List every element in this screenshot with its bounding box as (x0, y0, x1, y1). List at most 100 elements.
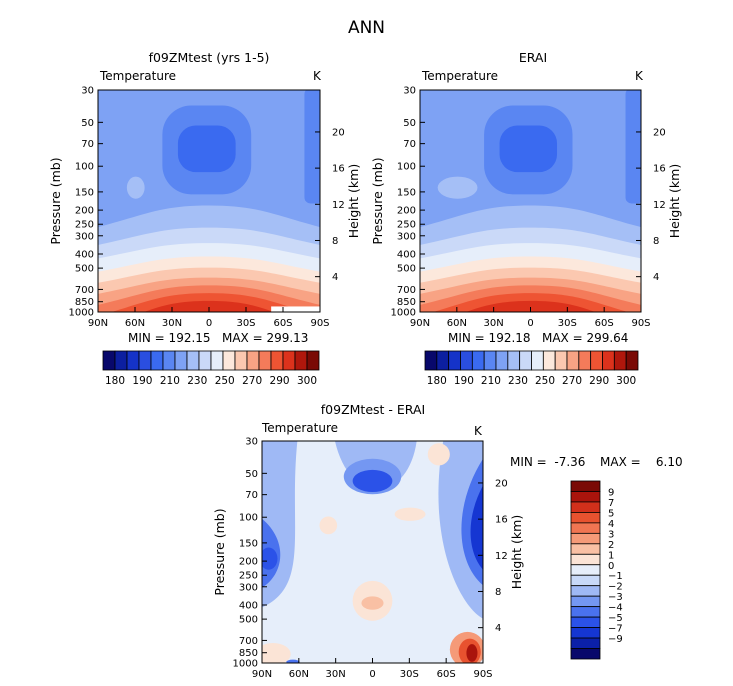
y-tick-label: 150 (75, 187, 94, 198)
y-tick-label: 250 (75, 220, 94, 231)
contour-level (262, 643, 291, 663)
y-tick-label: 70 (81, 139, 94, 150)
panel-1-contours (98, 90, 320, 312)
y-tick-label: 500 (397, 264, 416, 275)
x-tick-label: 90N (252, 669, 272, 680)
panel-3-plot (261, 440, 484, 664)
colorbar-box (210, 350, 224, 371)
missing-data-region (271, 306, 320, 312)
colorbar-box (460, 350, 473, 371)
panel-2-colorbar: 180 190 210 230 250 270 290 300 (424, 350, 639, 387)
colorbar-box (613, 350, 627, 371)
colorbar-box (436, 350, 450, 371)
panel-3-contours (262, 441, 483, 663)
contour-level (286, 659, 300, 663)
colorbar-box (198, 350, 212, 371)
y-tick-label: 100 (239, 513, 258, 524)
colorbar-label: −5 (608, 613, 623, 624)
y-tick-label: 100 (397, 162, 416, 173)
y-tick-label: 30 (81, 86, 94, 97)
contour-level (394, 507, 426, 521)
x-tick-label: 0 (527, 318, 533, 329)
colorbar-box (306, 350, 320, 371)
y-tick-label: 1000 (391, 308, 416, 319)
y-tick-label: 70 (403, 139, 416, 150)
y2-tick-label: 12 (653, 200, 666, 211)
panel-2-field-label: Temperature (422, 69, 499, 83)
y2-tick-label: 20 (332, 127, 345, 138)
colorbar-label: 0 (608, 561, 614, 572)
colorbar-box (625, 350, 639, 371)
x-tick-label: 30S (400, 669, 419, 680)
y-tick-label: 30 (403, 86, 416, 97)
y2-tick-label: 16 (332, 164, 345, 175)
contour-level (144, 300, 274, 312)
colorbar-box (542, 350, 556, 371)
y-tick-label: 150 (239, 538, 258, 549)
colorbar-label: −4 (608, 603, 623, 614)
colorbar-label: 4 (608, 519, 614, 530)
colorbar-box (570, 606, 601, 618)
x-tick-label: 90N (410, 318, 430, 329)
colorbar-box (570, 491, 601, 503)
colorbar-box (258, 350, 272, 371)
panel-1-plot (97, 89, 321, 313)
colorbar-box (570, 585, 601, 597)
contour-level (126, 176, 145, 199)
colorbar-box (570, 616, 601, 628)
colorbar-box (162, 350, 176, 371)
colorbar-label: 230 (187, 375, 207, 387)
colorbar-box (531, 350, 544, 371)
x-tick-label: 60S (595, 318, 614, 329)
y2-tick-label: 20 (495, 478, 508, 489)
colorbar-label: 300 (616, 375, 636, 387)
panel-3-title: f09ZMtest - ERAI (320, 402, 426, 417)
colorbar-box (570, 532, 601, 545)
x-tick-label: 60S (437, 669, 456, 680)
y-axis-label: Pressure (mb) (48, 157, 63, 244)
panel-2-plot (419, 89, 642, 313)
x-tick-label: 0 (369, 669, 375, 680)
colorbar-box (483, 350, 497, 371)
colorbar-box (270, 350, 284, 371)
y2-axis-label: Height (km) (509, 515, 524, 589)
x-tick-label: 30N (484, 318, 504, 329)
y-tick-label: 700 (75, 285, 94, 296)
colorbar-box (246, 350, 260, 371)
colorbar-box (570, 574, 601, 587)
panel-3-min: MIN = -7.36 (510, 455, 586, 469)
y2-axis-label: Height (km) (346, 164, 361, 238)
y-tick-label: 50 (81, 118, 94, 129)
y2-tick-label: 16 (653, 164, 666, 175)
panel-2-units-label: K (635, 69, 643, 83)
colorbar-label: 190 (132, 375, 152, 387)
colorbar-label: −2 (608, 582, 623, 593)
panel-2-axes: 90N 60N 30N 0 30S 60S 90S 30 50 70 100 150 200 250300… (370, 86, 682, 330)
y-tick-label: 250 (397, 220, 416, 231)
y-tick-label: 300 (239, 582, 258, 593)
contour-level (361, 596, 384, 610)
colorbar-label: −3 (608, 592, 623, 603)
colorbar-box (294, 350, 308, 371)
x-tick-label: 60S (273, 318, 292, 329)
y-tick-label: 50 (403, 118, 416, 129)
colorbar-label: 270 (242, 375, 262, 387)
contour-level (304, 90, 320, 204)
y2-tick-label: 4 (653, 272, 659, 283)
colorbar-box (126, 350, 140, 371)
x-tick-label: 60N (447, 318, 467, 329)
colorbar-box (448, 350, 461, 371)
y-tick-label: 30 (245, 437, 258, 448)
colorbar-box (282, 350, 296, 371)
x-tick-label: 0 (206, 318, 212, 329)
panel-1-axes: 90N 60N 30N 0 30S 60S 90S 30 50 70 100 150 200 250300… (48, 86, 361, 330)
panel-3-max: MAX = 6.10 (600, 455, 683, 469)
colorbar-box (566, 350, 580, 371)
y-tick-label: 200 (397, 206, 416, 217)
y-tick-label: 850 (75, 297, 94, 308)
colorbar-box (570, 553, 601, 566)
colorbar-box (578, 350, 592, 371)
colorbar-label: 7 (608, 498, 614, 509)
colorbar-label: 210 (160, 375, 180, 387)
panel-2-min-max: MIN = 192.18 MAX = 299.64 (448, 331, 629, 345)
